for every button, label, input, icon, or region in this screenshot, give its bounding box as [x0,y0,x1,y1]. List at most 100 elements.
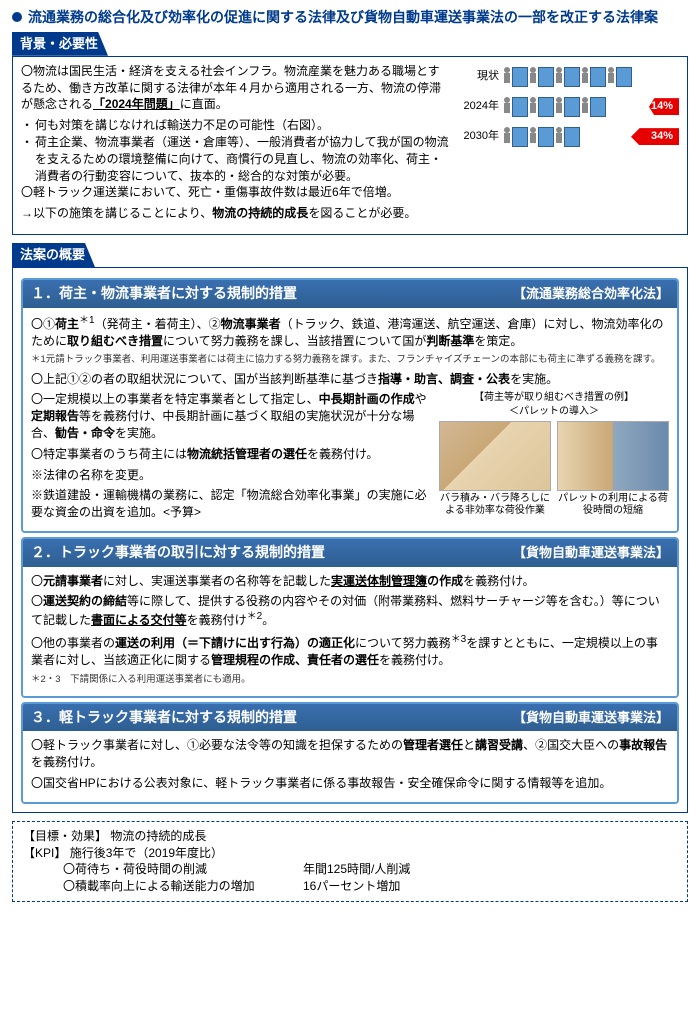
subsection-3-head: ３．軽トラック事業者に対する規制的措置 【貨物自動車運送事業法】 [23,704,677,732]
kpi-row-1: 〇荷待ち・荷役時間の削減 年間125時間/人削減 [23,861,677,878]
person-icon [503,67,511,87]
page-title: 流通業務の総合化及び効率化の促進に関する法律及び貨物自動車運送事業法の一部を改正… [28,8,658,28]
example-image-after [557,421,669,491]
shortage-chart: 現状 2024年 14% [459,63,679,185]
example-panel: 【荷主等が取り組むべき措置の例】 ＜パレットの導入＞ バラ積み・バラ降ろしによる… [439,391,669,517]
s3-p1: 〇軽トラック事業者に対し、①必要な法令等の知識を担保するための管理者選任と講習受… [31,737,669,771]
kpi-line-text: 施行後3年で（2019年度比） [70,846,223,860]
s1-p3: 〇一定規模以上の事業者を特定事業者として指定し、中長期計画の作成や定期報告等を義… [31,391,431,441]
bg-p1-post: に直面。 [180,97,228,111]
example-image-before [439,421,551,491]
kpi-r1-label: 〇荷待ち・荷役時間の削減 [23,861,303,878]
person-icon [607,67,615,87]
chart-row-2024: 2024年 14% [459,93,679,121]
chart-label-now: 現状 [459,69,499,84]
kpi-goal-line: 【目標・効果】 物流の持続的成長 [23,828,677,845]
sub2-law: 【貨物自動車運送事業法】 [513,544,669,562]
trucks-now [503,65,679,89]
person-icon [529,127,537,147]
s1-p2: 〇上記①②の者の取組状況について、国が当該判断基準に基づき指導・助言、調査・公表… [31,371,669,388]
sub1-title: １．荷主・物流事業者に対する規制的措置 [31,284,297,304]
bg-p1-strong: 「2024年問題」 [93,97,180,111]
s3-p2: 〇国交省HPにおける公表対象に、軽トラック事業者に係る事故報告・安全確保命令に関… [31,775,669,792]
kpi-label: 【KPI】 [23,846,66,860]
chart-row-now: 現状 [459,63,679,91]
person-icon [581,97,589,117]
trucks-2030 [503,125,627,149]
truck-icon [512,67,528,87]
person-icon [529,67,537,87]
section-tab-background: 背景・必要性 [12,32,108,56]
example-title: 【荷主等が取り組むべき措置の例】 ＜パレットの導入＞ [439,391,669,419]
truck-icon [590,97,606,117]
page-title-row: 流通業務の総合化及び効率化の促進に関する法律及び貨物自動車運送事業法の一部を改正… [12,8,688,28]
s2-p2: 〇運送契約の締結等に際して、提供する役務の内容やその対価（附帯業務料、燃料サーチ… [31,593,669,629]
truck-icon [512,97,528,117]
kpi-r2-value: 16パーセント増加 [303,878,400,895]
subsection-1-head: １．荷主・物流事業者に対する規制的措置 【流通業務総合効率化法】 [23,280,677,308]
truck-icon [616,67,632,87]
example-sub-text: ＜パレットの導入＞ [509,406,599,417]
kpi-row-2: 〇積載率向上による輸送能力の増加 16パーセント増加 [23,878,677,895]
chart-label-2030: 2030年 [459,129,499,144]
bg-li-1: 何も対策を講じなければ輸送力不足の可能性（右図）。 [35,117,451,134]
truck-icon [538,67,554,87]
s1-p6: ※鉄道建設・運輸機構の業務に、認定「物流総合効率化事業」の実施に必要な資金の出資… [31,487,431,521]
subsection-2: ２．トラック事業者の取引に対する規制的措置 【貨物自動車運送事業法】 〇元請事業… [21,537,679,698]
person-icon [555,97,563,117]
truck-icon [538,127,554,147]
example-caption-after: パレットの利用による荷役時間の短縮 [557,493,669,517]
overview-box: １．荷主・物流事業者に対する規制的措置 【流通業務総合効率化法】 〇①荷主＊1（… [12,267,688,813]
bg-p1-pre: 〇物流は国民生活・経済を支える社会インフラ。物流産業を魅力ある職場とするため、働… [21,64,441,112]
kpi-box: 【目標・効果】 物流の持続的成長 【KPI】 施行後3年で（2019年度比） 〇… [12,821,688,902]
s2-p1: 〇元請事業者に対し、実運送事業者の名称等を記載した実運送体制管理簿の作成を義務付… [31,573,669,590]
sub2-title: ２．トラック事業者の取引に対する規制的措置 [31,543,325,563]
kpi-r1-value: 年間125時間/人削減 [303,861,410,878]
example-label-text: 【荷主等が取り組むべき措置の例】 [474,392,634,403]
sub3-title: ３．軽トラック事業者に対する規制的措置 [31,708,297,728]
bg-para-1: 〇物流は国民生活・経済を支える社会インフラ。物流産業を魅力ある職場とするため、働… [21,63,451,113]
kpi-goal-text: 物流の持続的成長 [110,829,206,843]
person-icon [555,127,563,147]
sub1-law: 【流通業務総合効率化法】 [513,285,669,303]
chart-label-2024: 2024年 [459,99,499,114]
bg-p3-pre: →以下の施策を講じることにより、 [21,206,212,220]
subsection-2-head: ２．トラック事業者の取引に対する規制的措置 【貨物自動車運送事業法】 [23,539,677,567]
truck-icon [512,127,528,147]
trucks-2024 [503,95,645,119]
kpi-r2-label: 〇積載率向上による輸送能力の増加 [23,878,303,895]
person-icon [581,67,589,87]
kpi-head-line: 【KPI】 施行後3年で（2019年度比） [23,845,677,862]
sub3-law: 【貨物自動車運送事業法】 [513,709,669,727]
person-icon [529,97,537,117]
kpi-goal-label: 【目標・効果】 [23,829,107,843]
s2-note2: ＊2・3 下請関係に入る利用運送事業者にも適用。 [31,673,669,686]
title-bullet [12,12,22,22]
bg-p3-post: を図ることが必要。 [308,206,416,220]
background-box: 〇物流は国民生活・経済を支える社会インフラ。物流産業を魅力ある職場とするため、働… [12,56,688,235]
shortage-arrow-2024: 14% [649,98,679,115]
s1-p5: ※法律の名称を変更。 [31,467,431,484]
subsection-3: ３．軽トラック事業者に対する規制的措置 【貨物自動車運送事業法】 〇軽トラック事… [21,702,679,804]
subsection-1: １．荷主・物流事業者に対する規制的措置 【流通業務総合効率化法】 〇①荷主＊1（… [21,278,679,533]
bg-p3-strong: 物流の持続的成長 [212,206,308,220]
truck-icon [564,127,580,147]
bg-para-2: 〇軽トラック運送業において、死亡・重傷事故件数は最近6年で倍増。 [21,184,679,201]
s1-p1: 〇①荷主＊1（発荷主・着荷主）、②物流事業者（トラック、鉄道、港湾運送、航空運送… [31,314,669,350]
s1-p4: 〇特定事業者のうち荷主には物流統括管理者の選任を義務付け。 [31,446,431,463]
truck-icon [564,67,580,87]
bg-para-3: →以下の施策を講じることにより、物流の持続的成長を図ることが必要。 [21,205,679,222]
s2-p3: 〇他の事業者の運送の利用（＝下請けに出す行為）の適正化について努力義務＊3を課す… [31,633,669,669]
shortage-arrow-2030: 34% [631,128,679,145]
truck-icon [564,97,580,117]
person-icon [555,67,563,87]
section-tab-overview: 法案の概要 [12,243,95,267]
chart-row-2030: 2030年 34% [459,123,679,151]
person-icon [503,127,511,147]
example-caption-before: バラ積み・バラ降ろしによる非効率な荷役作業 [439,493,551,517]
bg-list: 何も対策を講じなければ輸送力不足の可能性（右図）。 荷主企業、物流事業者（運送・… [21,117,451,184]
person-icon [503,97,511,117]
s1-note1: ＊1元請トラック事業者、利用運送事業者には荷主に協力する努力義務を課す。また、フ… [31,353,669,366]
bg-li-2: 荷主企業、物流事業者（運送・倉庫等）、一般消費者が協力して我が国の物流を支えるた… [35,134,451,184]
truck-icon [590,67,606,87]
